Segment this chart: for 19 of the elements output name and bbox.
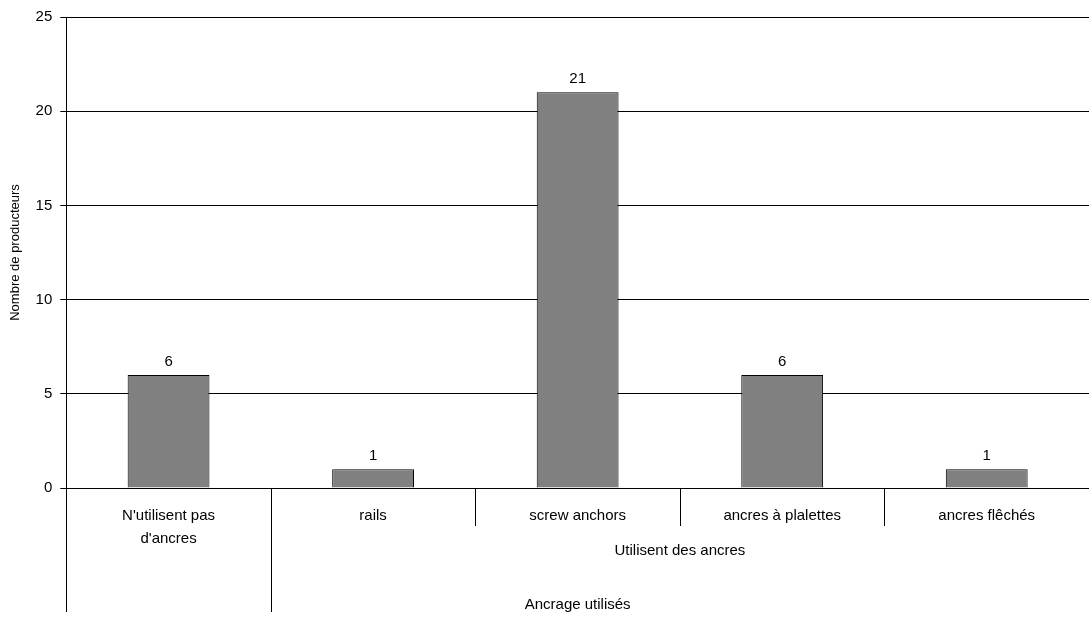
data-label: 1 xyxy=(982,445,991,463)
data-label: 6 xyxy=(778,351,787,369)
y-axis-title: Nombre de producteurs xyxy=(7,183,23,321)
y-tick-label: 25 xyxy=(35,7,53,25)
y-tick-label: 0 xyxy=(43,478,53,496)
x-tick-label: ancres à plalettes xyxy=(723,506,841,524)
y-tick-label: 10 xyxy=(35,289,53,307)
data-label: 1 xyxy=(368,445,378,463)
x-axis-title: Ancrage utilisés xyxy=(524,595,631,613)
x-tick-label: screw anchors xyxy=(529,506,626,524)
y-tick-label: 5 xyxy=(43,383,53,401)
data-label: 6 xyxy=(164,351,173,369)
text: Utilisent des ancres xyxy=(614,541,746,559)
x-tick-label: N'utilisent pas d'ancres xyxy=(122,506,216,547)
x-tick-label: ancres flêchés xyxy=(938,506,1036,524)
y-tick-label: 20 xyxy=(35,101,53,119)
y-tick-label: 15 xyxy=(35,195,53,213)
data-label: 21 xyxy=(569,69,586,86)
x-tick-label: rails xyxy=(359,506,387,524)
